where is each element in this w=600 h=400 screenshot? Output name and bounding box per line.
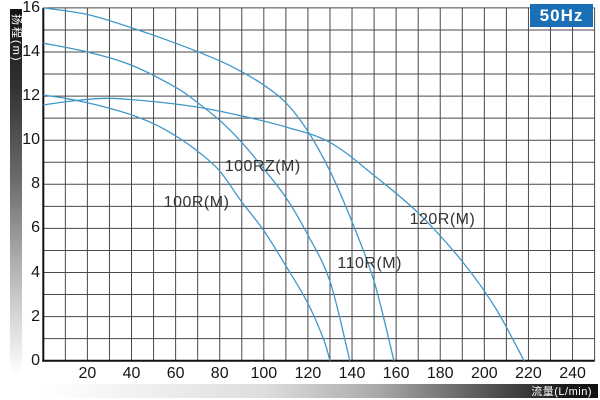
x-tick-label-60: 60 <box>166 365 185 382</box>
x-axis-title: 流量(L/min) <box>531 386 592 398</box>
y-tick-label-8: 8 <box>31 175 40 193</box>
frequency-badge: 50Hz <box>530 4 593 27</box>
curve-110r-m <box>43 7 395 361</box>
curve-label-100rz-m: 100RZ(M) <box>224 157 301 175</box>
x-tick-label-240: 240 <box>559 365 586 382</box>
x-tick-label-120: 120 <box>294 365 322 382</box>
x-tick-label-220: 220 <box>515 365 542 382</box>
curve-label-100r-m: 100R(M) <box>163 194 230 212</box>
y-tick-label-6: 6 <box>31 219 40 237</box>
x-tick-label-80: 80 <box>210 365 229 382</box>
x-tick-label-40: 40 <box>122 365 141 382</box>
curve-100r-m <box>43 94 331 361</box>
x-axis-title-bar: 流量(L/min) <box>45 384 598 398</box>
y-tick-label-14: 14 <box>22 43 40 60</box>
x-tick-label-100: 100 <box>250 365 278 382</box>
x-tick-label-140: 140 <box>338 365 366 382</box>
y-tick-label-10: 10 <box>22 131 40 149</box>
curve-100rz-m <box>43 42 351 361</box>
y-axis-title-bar <box>10 9 22 373</box>
curve-label-110r-m: 110R(M) <box>337 254 402 272</box>
y-tick-label-4: 4 <box>31 263 40 281</box>
x-tick-label-160: 160 <box>382 365 410 382</box>
curve-label-120r-m: 120R(M) <box>409 210 476 228</box>
y-tick-label-12: 12 <box>22 87 40 105</box>
y-tick-label-2: 2 <box>31 307 40 325</box>
curve-120r-m <box>43 97 525 362</box>
x-tick-label-180: 180 <box>426 365 454 382</box>
x-tick-label-20: 20 <box>78 365 97 382</box>
y-tick-label-0: 0 <box>31 351 40 369</box>
x-tick-label-200: 200 <box>470 365 498 382</box>
y-tick-label-16: 16 <box>22 0 40 16</box>
